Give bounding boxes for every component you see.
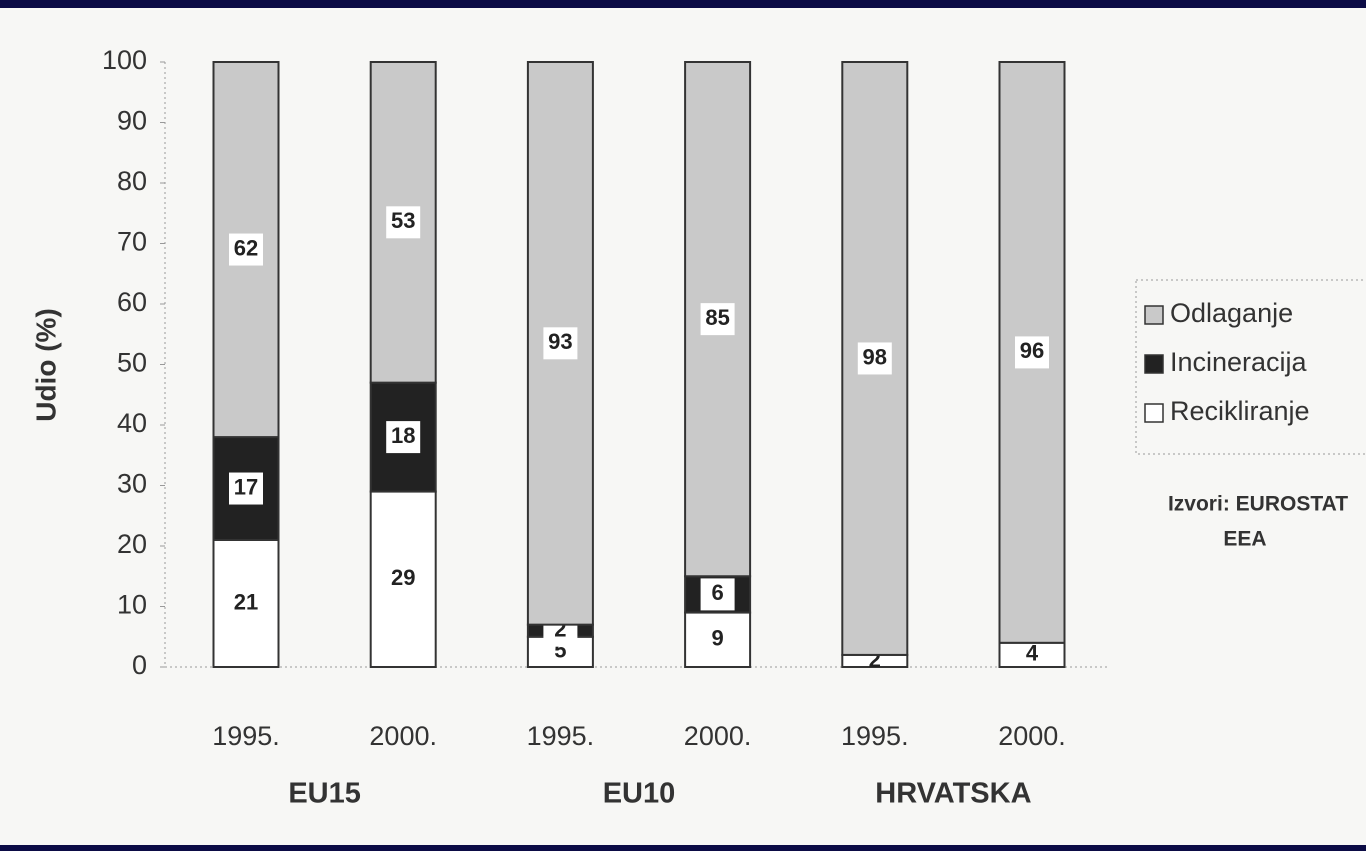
y-tick-label: 0 [132,650,147,680]
value-label: 21 [234,589,258,614]
x-tick-label: 2000. [369,721,437,751]
legend-swatch [1144,305,1164,325]
value-label-box [229,472,263,505]
value-label-box [229,233,263,266]
x-tick-label: 2000. [998,721,1066,751]
value-label-box [543,327,578,360]
x-tick-label: 1995. [527,721,595,751]
group-label: HRVATSKA [875,778,1031,810]
value-label: 62 [234,235,258,260]
legend-box [1135,279,1366,455]
legend-label: Incineracija [1170,347,1308,377]
legend-swatch [1144,354,1164,374]
source-text: EEA [1223,528,1266,551]
value-label-box [700,578,735,611]
value-label: 53 [391,208,415,233]
bar-segment [212,538,280,669]
value-label: 96 [1020,338,1044,363]
x-tick-label: 1995. [212,721,280,751]
value-label: 18 [391,423,415,448]
value-label: 98 [863,344,887,369]
value-label-box [386,421,421,454]
y-axis-label: Udio (%) [30,308,61,422]
value-label: 17 [234,474,258,499]
y-tick-label: 70 [117,227,147,257]
y-tick-label: 60 [117,287,147,317]
x-tick-label: 1995. [841,721,909,751]
y-tick-label: 90 [117,106,147,136]
value-label: 9 [711,626,723,651]
source-text: Izvori: EUROSTAT [1168,493,1348,516]
legend-label: Recikliranje [1170,396,1310,426]
y-tick-label: 30 [117,469,147,499]
value-label-box [386,206,421,239]
y-tick-label: 50 [117,348,147,378]
x-tick-label: 2000. [684,721,752,751]
value-label-box [700,303,735,336]
chart-background [0,8,1366,845]
group-label: EU15 [288,778,361,810]
value-label-box [857,342,892,375]
value-label: 93 [548,329,572,354]
legend-swatch [1144,403,1164,423]
value-label: 4 [1026,641,1039,666]
y-tick-label: 20 [117,529,147,559]
value-label: 29 [391,565,415,590]
value-label: 6 [711,580,723,605]
value-label: 85 [705,305,729,330]
y-tick-label: 100 [102,45,147,75]
y-tick-label: 40 [117,408,147,438]
y-tick-label: 10 [117,590,147,620]
legend-label: Odlaganje [1170,298,1293,328]
group-label: EU10 [603,778,676,810]
y-tick-label: 80 [117,166,147,196]
value-label-box [1015,336,1049,369]
